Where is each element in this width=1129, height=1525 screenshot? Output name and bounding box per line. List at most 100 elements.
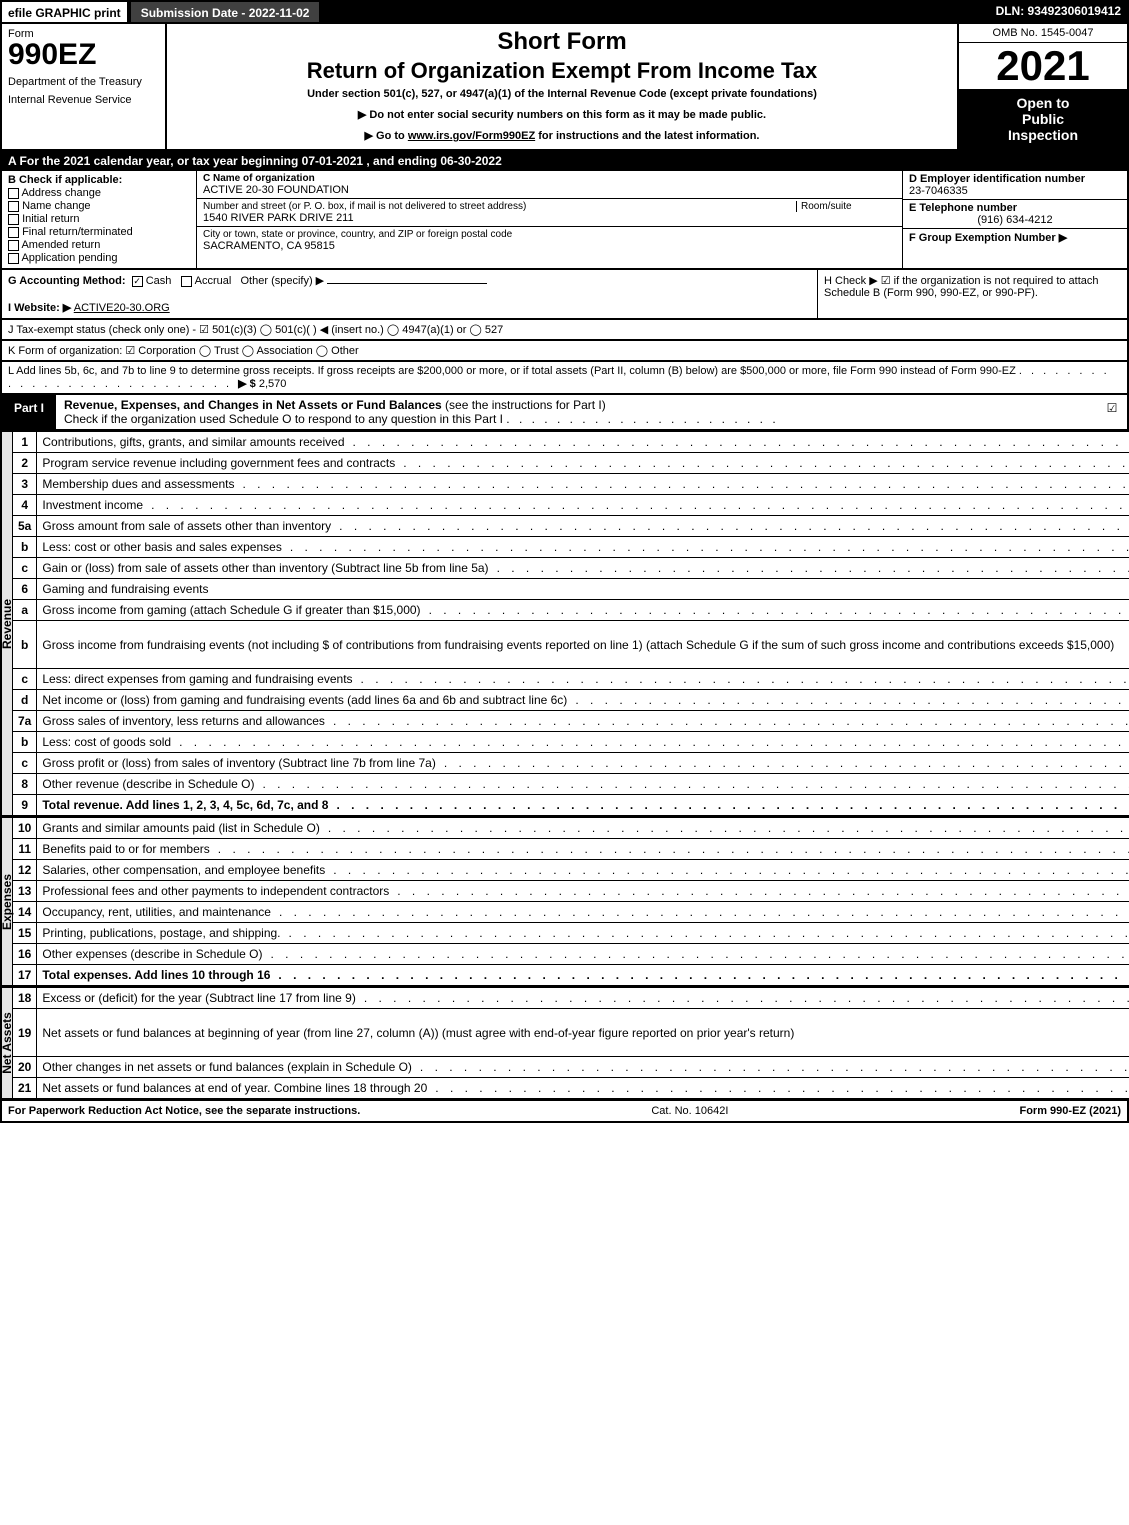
form-number: 990EZ xyxy=(8,40,159,70)
ein-cell: D Employer identification number 23-7046… xyxy=(903,171,1127,200)
line-d: dNet income or (loss) from gaming and fu… xyxy=(1,690,1129,711)
chk-cash[interactable]: ✓ xyxy=(132,276,143,287)
linenum-12: 12 xyxy=(13,860,37,881)
desc-9: Total revenue. Add lines 1, 2, 3, 4, 5c,… xyxy=(37,795,1129,816)
footer-right: Form 990-EZ (2021) xyxy=(1019,1105,1121,1117)
form-header: Form 990EZ Department of the Treasury In… xyxy=(0,24,1129,151)
chk-initial-return[interactable]: Initial return xyxy=(8,213,190,225)
desc-2: Program service revenue including govern… xyxy=(37,453,1129,474)
part1-label: Part I xyxy=(2,395,56,429)
other-specify-blank xyxy=(327,283,487,284)
chk-final-return-label: Final return/terminated xyxy=(22,226,133,238)
line-13: 13Professional fees and other payments t… xyxy=(1,881,1129,902)
city-label: City or town, state or province, country… xyxy=(203,229,896,240)
street-cell: Number and street (or P. O. box, if mail… xyxy=(197,199,902,227)
desc-10: Grants and similar amounts paid (list in… xyxy=(37,817,1129,839)
desc-7a: Gross sales of inventory, less returns a… xyxy=(37,711,1129,732)
short-form-label: Short Form xyxy=(173,28,951,56)
desc-b: Less: cost or other basis and sales expe… xyxy=(37,537,1129,558)
line-l-text: L Add lines 5b, 6c, and 7b to line 9 to … xyxy=(8,365,1016,377)
line-16: 16Other expenses (describe in Schedule O… xyxy=(1,944,1129,965)
goto-suffix: for instructions and the latest informat… xyxy=(535,130,759,142)
linenum-b: b xyxy=(13,732,37,753)
chk-address-change[interactable]: Address change xyxy=(8,187,190,199)
footer-right-form: 990-EZ xyxy=(1050,1105,1086,1117)
chk-final-return[interactable]: Final return/terminated xyxy=(8,226,190,238)
chk-address-change-label: Address change xyxy=(21,187,101,199)
chk-amended-return-label: Amended return xyxy=(21,239,100,251)
desc-20: Other changes in net assets or fund bala… xyxy=(37,1057,1129,1078)
page-footer: For Paperwork Reduction Act Notice, see … xyxy=(0,1100,1129,1123)
linenum-6: 6 xyxy=(13,579,37,600)
phone-cell: E Telephone number (916) 634-4212 xyxy=(903,200,1127,229)
tax-year: 2021 xyxy=(959,43,1127,89)
col-b: B Check if applicable: Address change Na… xyxy=(2,171,197,268)
linenum-5a: 5a xyxy=(13,516,37,537)
linenum-c: c xyxy=(13,753,37,774)
chk-application-pending[interactable]: Application pending xyxy=(8,252,190,264)
line-9: 9Total revenue. Add lines 1, 2, 3, 4, 5c… xyxy=(1,795,1129,816)
omb-number: OMB No. 1545-0047 xyxy=(959,24,1127,43)
part1-checkbox[interactable]: ☑ xyxy=(1097,395,1127,429)
linenum-b: b xyxy=(13,621,37,669)
inspection-badge: Open to Public Inspection xyxy=(959,89,1127,149)
line-c: cGross profit or (loss) from sales of in… xyxy=(1,753,1129,774)
dept-irs: Internal Revenue Service xyxy=(8,94,159,106)
desc-a: Gross income from gaming (attach Schedul… xyxy=(37,600,1129,621)
website-value[interactable]: ACTIVE20-30.ORG xyxy=(74,302,170,314)
netassets-table: Net Assets18Excess or (deficit) for the … xyxy=(0,986,1129,1100)
desc-12: Salaries, other compensation, and employ… xyxy=(37,860,1129,881)
goto-prefix: ▶ Go to xyxy=(365,130,408,142)
header-left: Form 990EZ Department of the Treasury In… xyxy=(2,24,167,149)
footer-cat-no: Cat. No. 10642I xyxy=(651,1105,728,1117)
chk-name-change[interactable]: Name change xyxy=(8,200,190,212)
chk-amended-return[interactable]: Amended return xyxy=(8,239,190,251)
line-l: L Add lines 5b, 6c, and 7b to line 9 to … xyxy=(0,362,1129,395)
desc-5a: Gross amount from sale of assets other t… xyxy=(37,516,1129,537)
inspection-line1: Open to xyxy=(963,95,1123,111)
part1-subtitle: Check if the organization used Schedule … xyxy=(64,412,503,426)
line-3: 3Membership dues and assessments. . . . … xyxy=(1,474,1129,495)
line-21: 21Net assets or fund balances at end of … xyxy=(1,1078,1129,1100)
topbar-spacer xyxy=(321,0,987,24)
desc-c: Gain or (loss) from sale of assets other… xyxy=(37,558,1129,579)
line-15: 15Printing, publications, postage, and s… xyxy=(1,923,1129,944)
desc-6: Gaming and fundraising events xyxy=(37,579,1129,600)
section-label-net-assets: Net Assets xyxy=(1,987,13,1099)
city-cell: City or town, state or province, country… xyxy=(197,227,902,254)
accrual-label: Accrual xyxy=(195,275,232,287)
form-subtitle: Under section 501(c), 527, or 4947(a)(1)… xyxy=(173,88,951,100)
cash-label: Cash xyxy=(146,275,172,287)
line-b: bGross income from fundraising events (n… xyxy=(1,621,1129,669)
street-address: 1540 RIVER PARK DRIVE 211 xyxy=(203,212,896,224)
desc-11: Benefits paid to or for members. . . . .… xyxy=(37,839,1129,860)
desc-17: Total expenses. Add lines 10 through 16.… xyxy=(37,965,1129,986)
line-20: 20Other changes in net assets or fund ba… xyxy=(1,1057,1129,1078)
inspection-line3: Inspection xyxy=(963,127,1123,143)
other-label: Other (specify) ▶ xyxy=(241,275,325,287)
efile-print-link[interactable]: efile GRAPHIC print xyxy=(0,0,129,24)
form-title: Return of Organization Exempt From Incom… xyxy=(173,58,951,84)
line-c: cGain or (loss) from sale of assets othe… xyxy=(1,558,1129,579)
col-c: C Name of organization ACTIVE 20-30 FOUN… xyxy=(197,171,902,268)
chk-accrual[interactable] xyxy=(181,276,192,287)
goto-link[interactable]: www.irs.gov/Form990EZ xyxy=(408,130,535,142)
linenum-19: 19 xyxy=(13,1009,37,1057)
desc-15: Printing, publications, postage, and shi… xyxy=(37,923,1129,944)
section-g-h: G Accounting Method: ✓ Cash Accrual Othe… xyxy=(0,270,1129,320)
desc-21: Net assets or fund balances at end of ye… xyxy=(37,1078,1129,1100)
linenum-1: 1 xyxy=(13,432,37,453)
part1-header: Part I Revenue, Expenses, and Changes in… xyxy=(0,395,1129,431)
desc-4: Investment income. . . . . . . . . . . .… xyxy=(37,495,1129,516)
phone-value: (916) 634-4212 xyxy=(909,214,1121,226)
line-g: G Accounting Method: ✓ Cash Accrual Othe… xyxy=(8,274,811,287)
linenum-17: 17 xyxy=(13,965,37,986)
line-5a: 5aGross amount from sale of assets other… xyxy=(1,516,1129,537)
org-name: ACTIVE 20-30 FOUNDATION xyxy=(203,184,896,196)
desc-16: Other expenses (describe in Schedule O).… xyxy=(37,944,1129,965)
line-14: 14Occupancy, rent, utilities, and mainte… xyxy=(1,902,1129,923)
header-middle: Short Form Return of Organization Exempt… xyxy=(167,24,957,149)
section-label-expenses: Expenses xyxy=(1,817,13,986)
line-12: 12Salaries, other compensation, and empl… xyxy=(1,860,1129,881)
linenum-14: 14 xyxy=(13,902,37,923)
